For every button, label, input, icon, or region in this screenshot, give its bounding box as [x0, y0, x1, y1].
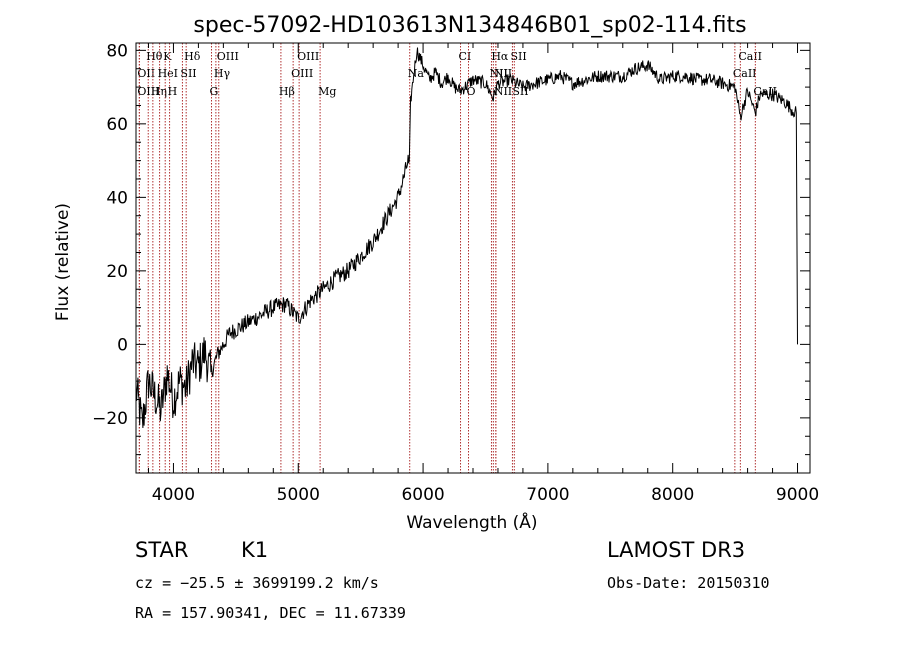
spectral-line-label: Hδ	[184, 50, 201, 63]
y-tick-label: 40	[106, 188, 128, 208]
spectral-line-label: OIII	[291, 67, 313, 80]
y-tick-label: 80	[106, 41, 128, 61]
spectral-line-label: Hβ	[279, 85, 295, 98]
y-axis-label: Flux (relative)	[53, 203, 73, 321]
x-axis: 4000 5000 6000 7000 8000 9000	[147, 43, 819, 505]
y-tick-label: 60	[106, 115, 128, 135]
spectral-line-label: OIII	[137, 85, 159, 98]
spectral-line-label: Na	[408, 67, 425, 80]
spectral-line-label: K	[163, 50, 172, 63]
spectral-line-label: HeI	[158, 67, 178, 80]
plot-frame	[135, 42, 811, 474]
spectral-line-label: Hγ	[214, 67, 231, 80]
y-axis: −20 0 20 40 60 80	[92, 41, 810, 456]
chart-title: spec-57092-HD103613N134846B01_sp02-114.f…	[193, 13, 746, 38]
spectral-line-label: Hη	[151, 85, 167, 98]
spectral-line-label: OII	[137, 67, 155, 80]
spectral-line-label: SII	[180, 67, 196, 80]
x-tick-label: 4000	[152, 485, 195, 505]
x-tick-label: 6000	[401, 485, 444, 505]
y-tick-label: −20	[92, 409, 128, 429]
coordinates-text: RA = 157.90341, DEC = 11.67339	[135, 604, 406, 622]
spectral-line-label: H	[168, 85, 178, 98]
spectral-line-label: O	[467, 85, 476, 98]
spectral-line-label: NII	[494, 85, 512, 98]
spectral-line-label: OIII	[297, 50, 319, 63]
object-type: STAR	[135, 538, 189, 562]
spectral-line-label: Hθ	[146, 50, 163, 63]
spectral-line-label: CaII	[733, 67, 757, 80]
x-tick-label: 8000	[651, 485, 694, 505]
redshift-text: cz = −25.5 ± 3699199.2 km/s	[135, 574, 379, 592]
spectral-line-label: Mg	[318, 85, 336, 98]
spectral-line-label: Hα	[491, 50, 509, 63]
series-group	[135, 47, 798, 429]
spectral-line-label: NII	[489, 67, 507, 80]
spectrum-chart: spec-57092-HD103613N134846B01_sp02-114.f…	[53, 13, 819, 533]
spectral-line-label: SII	[512, 85, 528, 98]
x-tick-label: 5000	[277, 485, 320, 505]
y-tick-label: 0	[117, 335, 128, 355]
x-axis-label: Wavelength (Å)	[406, 511, 537, 533]
spectral-line-label: CaII	[738, 50, 762, 63]
spectrum-series-line	[135, 47, 798, 429]
x-tick-label: 9000	[776, 485, 819, 505]
obs-date: Obs-Date: 20150310	[607, 574, 770, 592]
spectral-line-label: OIII	[217, 50, 239, 63]
spectral-line-label: G	[210, 85, 219, 98]
object-subclass: K1	[241, 538, 269, 562]
survey-name: LAMOST DR3	[607, 538, 746, 562]
spectral-line-label: CI	[459, 50, 472, 63]
spectral-line-label: SII	[510, 50, 526, 63]
y-tick-label: 20	[106, 262, 128, 282]
x-tick-label: 7000	[526, 485, 569, 505]
